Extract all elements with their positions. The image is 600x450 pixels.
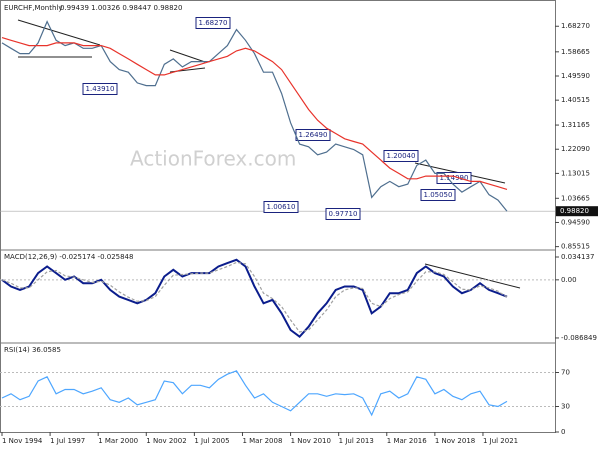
y-tick-label: -0.086849 [561,334,597,342]
trend-line [169,49,206,63]
x-tick-label: 1 Mar 2000 [98,437,138,445]
annotation: 0.97710 [329,210,358,218]
rsi-title: RSI(14) 36.0585 [4,346,61,354]
annotation: 1.14990 [440,174,469,182]
x-tick-label: 1 Jul 2013 [339,437,374,445]
last-price-label: 0.98820 [560,207,589,215]
annotation-box [420,189,456,201]
watermark: ActionForex.com [130,147,296,171]
y-tick-label: 1.22090 [561,145,590,153]
y-tick-label: 0.00 [561,276,577,284]
last-price-box [556,206,598,217]
y-tick-label: 0.85515 [561,243,590,251]
y-tick-label: 0.94590 [561,218,590,226]
annotation-box [82,83,118,95]
y-tick-label: 30 [561,403,570,411]
x-tick-label: 1 Mar 2016 [387,437,427,445]
y-tick-label: 1.40515 [561,96,590,104]
y-tick-label: 1.13015 [561,169,590,177]
y-tick-label: 1.68270 [561,22,590,30]
x-tick-label: 1 Jul 2005 [194,437,229,445]
series-line [1,37,508,190]
y-tick-label: 0.034137 [561,253,594,261]
annotation-box [195,17,231,29]
y-tick-label: 1.31165 [561,121,590,129]
y-tick-label: 1.58665 [561,48,590,56]
series-line [1,261,508,333]
y-tick-label: 1.03665 [561,194,590,202]
x-tick-label: 1 Nov 2018 [435,437,475,445]
series-line [1,258,508,339]
series-line [1,20,508,212]
annotation-box [436,172,472,184]
x-tick-label: 1 Jul 2021 [483,437,518,445]
annotation: 1.20040 [387,152,416,160]
trend-line [424,263,521,289]
annotation: 1.68270 [199,19,228,27]
macd-title: MACD(12,26,9) -0.025174 -0.025848 [4,253,133,261]
series-line [1,370,508,417]
trend-line [17,19,101,46]
annotation-box [325,208,361,220]
ohlc-values: 0.99439 1.00326 0.98447 0.98820 [60,4,182,12]
x-tick-label: 1 Mar 2008 [242,437,282,445]
annotation: 1.05050 [424,191,453,199]
x-tick-label: 1 Jul 1997 [50,437,85,445]
y-tick-label: 0 [561,428,565,436]
annotation-box [383,150,419,162]
chart-title: EURCHF,Monthly [4,4,63,12]
y-tick-label: 1.49590 [561,72,590,80]
annotation-box [263,201,299,213]
annotation: 1.00610 [267,203,296,211]
x-tick-label: 1 Nov 2010 [291,437,331,445]
x-tick-label: 1 Nov 1994 [2,437,43,445]
x-tick-label: 1 Nov 2002 [146,437,186,445]
y-tick-label: 70 [561,369,570,377]
annotation: 1.26490 [299,131,328,139]
frame [0,0,556,433]
annotation: 1.43910 [86,85,115,93]
